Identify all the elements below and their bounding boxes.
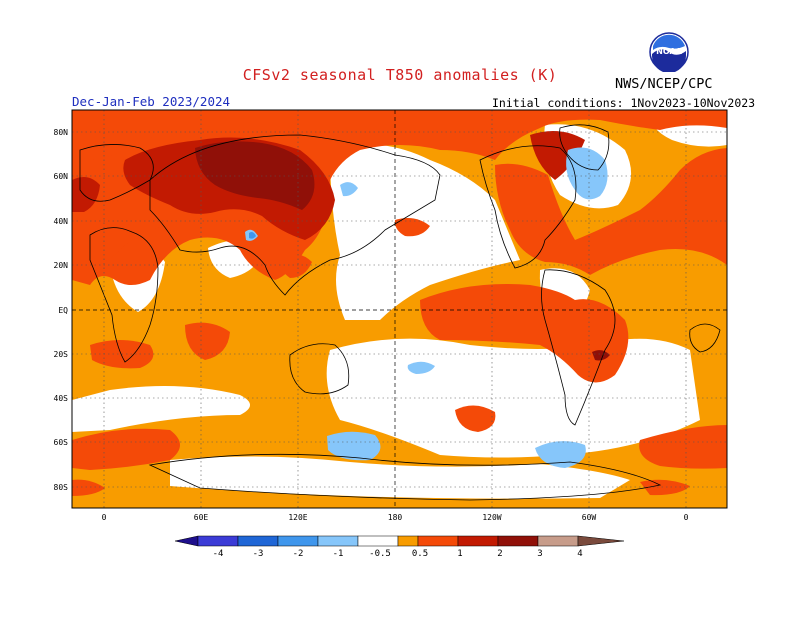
initial-conditions-label: Initial conditions: 1Nov2023-10Nov2023 <box>492 96 756 110</box>
lon-label: 120W <box>482 513 501 522</box>
latitude-labels: 80N 60N 40N 20N EQ 20S 40S 60S 80S <box>54 128 69 492</box>
colorbar-label: 0.5 <box>412 549 428 559</box>
colorbar-segment <box>357 535 399 547</box>
lat-label: EQ <box>58 306 68 315</box>
colorbar-segment <box>417 535 459 547</box>
longitude-labels: 0 60E 120E 180 120W 60W 0 <box>102 513 689 522</box>
colorbar-label: 4 <box>577 549 582 559</box>
colorbar-labels: -4 -3 -2 -1 -0.5 0.5 1 2 3 4 <box>213 549 583 559</box>
anomaly-field <box>72 110 727 508</box>
chart-title: CFSv2 seasonal T850 anomalies (K) <box>242 66 558 84</box>
colorbar-segment <box>237 535 279 547</box>
plot-frame <box>71 109 728 509</box>
moderate-cold-regions <box>249 232 256 239</box>
lon-label: 0 <box>102 513 107 522</box>
lat-label: 40S <box>54 394 69 403</box>
season-label: Dec-Jan-Feb 2023/2024 <box>72 94 231 109</box>
lat-label: 20S <box>54 350 69 359</box>
equator-dateline <box>72 110 727 508</box>
lat-label: 40N <box>54 217 69 226</box>
colorbar-high-arrow <box>577 535 625 547</box>
colorbar-segment <box>457 535 499 547</box>
coastlines <box>79 124 721 501</box>
lon-label: 180 <box>388 513 403 522</box>
colorbar-label: 3 <box>537 549 542 559</box>
lat-label: 60S <box>54 438 69 447</box>
svg-text:NOAA: NOAA <box>656 47 682 56</box>
lat-label: 80N <box>54 128 69 137</box>
lat-label: 20N <box>54 261 69 270</box>
colorbar-segment <box>537 535 579 547</box>
colorbar-label: -1 <box>333 549 344 559</box>
lon-label: 60W <box>582 513 597 522</box>
colorbar-segment <box>197 535 239 547</box>
lat-label: 60N <box>54 172 69 181</box>
colorbar-label: -0.5 <box>369 549 391 559</box>
colorbar <box>174 535 625 547</box>
colorbar-segment <box>317 535 359 547</box>
lat-label: 80S <box>54 483 69 492</box>
colorbar-low-arrow <box>174 535 199 547</box>
cold-regions <box>245 147 608 468</box>
colorbar-label: 1 <box>457 549 462 559</box>
colorbar-label: -2 <box>293 549 304 559</box>
graticule <box>72 110 727 508</box>
lon-label: 60E <box>194 513 209 522</box>
colorbar-segment <box>397 535 419 547</box>
colorbar-label: -4 <box>213 549 224 559</box>
colorbar-segment <box>497 535 539 547</box>
noaa-logo: NOAA <box>649 32 689 72</box>
colorbar-label: 2 <box>497 549 502 559</box>
colorbar-label: -3 <box>253 549 264 559</box>
colorbar-segment <box>277 535 319 547</box>
lon-label: 120E <box>288 513 307 522</box>
lon-label: 0 <box>684 513 689 522</box>
very-strong-warm-regions <box>195 141 610 361</box>
agency-label: NWS/NCEP/CPC <box>615 76 713 92</box>
